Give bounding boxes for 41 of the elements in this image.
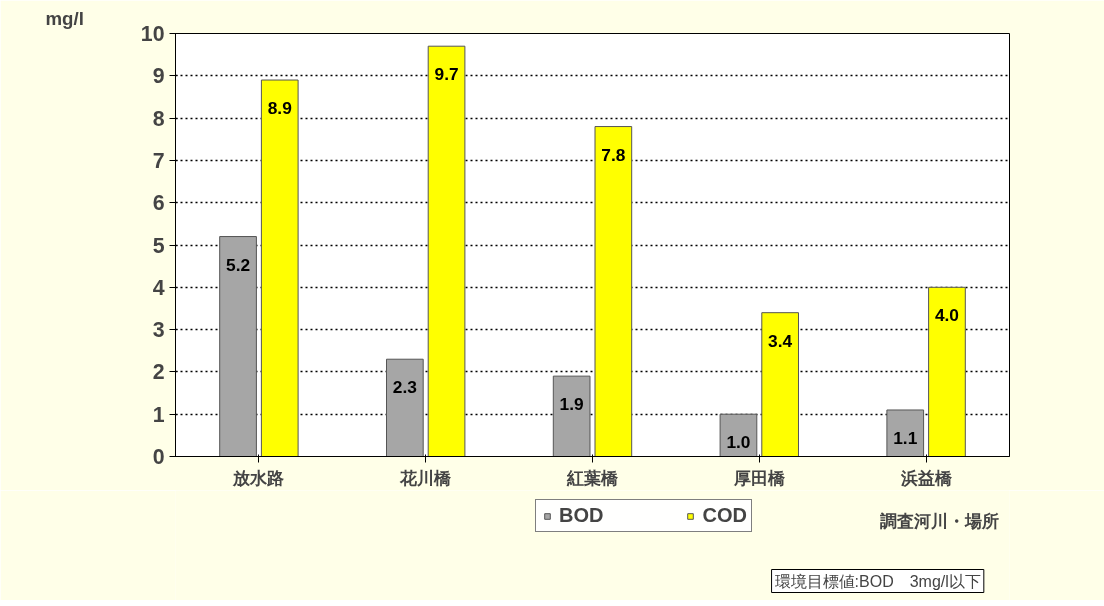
y-tick-label: 1 bbox=[152, 402, 165, 427]
legend-label: COD bbox=[702, 504, 747, 527]
x-tick-label: 放水路 bbox=[232, 467, 285, 488]
bar bbox=[761, 312, 799, 457]
bar bbox=[928, 286, 966, 457]
x-tick-label: 紅葉橋 bbox=[566, 467, 619, 488]
y-axis-title: mg/l bbox=[45, 7, 84, 29]
data-label: 1.0 bbox=[726, 432, 751, 453]
y-tick-label: 6 bbox=[152, 191, 165, 216]
bar bbox=[386, 358, 424, 457]
data-label: 9.7 bbox=[434, 64, 459, 85]
data-label: 4.0 bbox=[934, 305, 959, 326]
bar bbox=[260, 79, 299, 457]
x-tick-label: 花川橋 bbox=[399, 467, 453, 488]
data-label: 3.4 bbox=[768, 330, 793, 351]
data-label: 2.3 bbox=[392, 377, 418, 398]
y-tick-label: 2 bbox=[152, 360, 165, 385]
y-tick-label: 8 bbox=[152, 106, 165, 131]
bar bbox=[719, 413, 758, 457]
data-label: 8.9 bbox=[267, 98, 292, 119]
y-tick-label: 0 bbox=[152, 445, 165, 469]
y-tick-label: 5 bbox=[152, 233, 165, 258]
text: 環境目標値:BOD 3mg/l以下 bbox=[774, 572, 981, 590]
x-tick-label: 厚田橋 bbox=[732, 467, 786, 488]
x-tick-label: 浜益橋 bbox=[899, 467, 953, 488]
y-tick-label: 10 bbox=[140, 22, 165, 46]
data-label: 1.1 bbox=[893, 427, 918, 448]
data-label: 7.8 bbox=[601, 144, 626, 165]
bar bbox=[552, 375, 591, 457]
bar bbox=[219, 236, 257, 457]
y-tick-label: 9 bbox=[152, 64, 165, 89]
bar bbox=[594, 126, 633, 457]
y-tick-label: 4 bbox=[152, 275, 165, 300]
y-tick-label: 7 bbox=[152, 148, 165, 173]
y-tick-label: 3 bbox=[152, 318, 165, 343]
data-label: 5.2 bbox=[226, 254, 251, 275]
data-label: 1.9 bbox=[559, 394, 584, 415]
bar bbox=[886, 409, 925, 457]
legend-label: BOD bbox=[559, 504, 604, 527]
x-axis-title: 調査河川・場所 bbox=[878, 510, 999, 531]
bar bbox=[427, 45, 466, 457]
